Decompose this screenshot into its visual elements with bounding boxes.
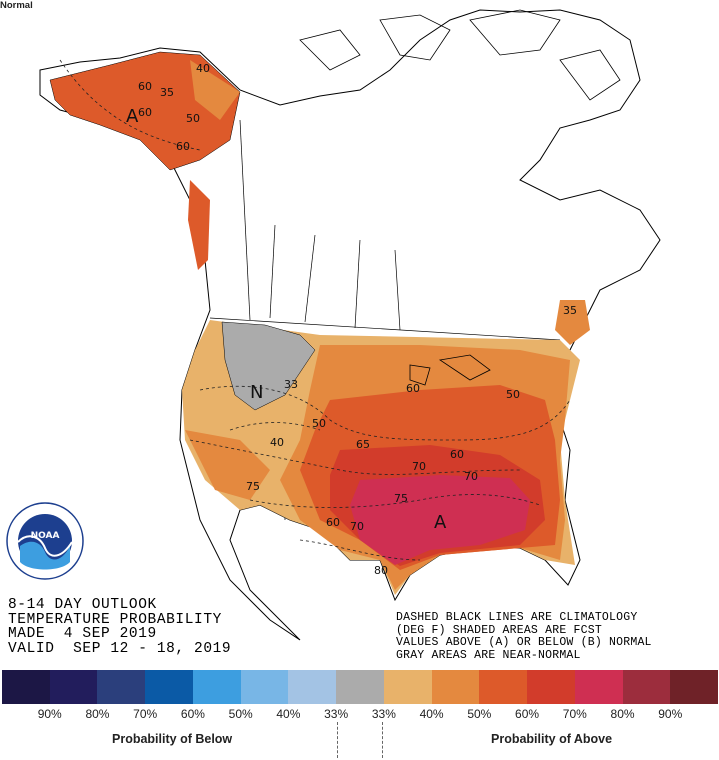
colorbar-swatch — [97, 670, 146, 704]
contour-label: 35 — [160, 86, 174, 99]
colorbar-swatch — [2, 670, 50, 704]
logo-text: NOAA — [31, 531, 60, 541]
normal-label: Normal — [0, 0, 33, 11]
colorbar-swatch — [479, 670, 528, 704]
legend-note-line-3: VALUES ABOVE (A) OR BELOW (B) NORMAL — [396, 636, 652, 649]
contour-label: 60 — [450, 448, 464, 461]
colorbar-tick-label: 80% — [85, 707, 110, 721]
contour-label: 70 — [412, 460, 426, 473]
contour-label: 60 — [326, 516, 340, 529]
contour-label: 40 — [270, 436, 284, 449]
title-line-2: TEMPERATURE PROBABILITY — [8, 611, 222, 628]
above-normal-marker: A — [434, 512, 447, 533]
conus-above-70 — [350, 475, 530, 565]
contour-label: 80 — [374, 564, 388, 577]
near-normal-region — [221, 321, 316, 411]
title-line-3: MADE 4 SEP 2019 — [8, 626, 157, 642]
contour-label: 75 — [246, 480, 260, 493]
contour-label: 60 — [138, 106, 152, 119]
colorbar-swatch — [288, 670, 337, 704]
colorbar-swatch — [336, 670, 384, 704]
contour-label: 70 — [464, 470, 478, 483]
contour-label: 60 — [138, 80, 152, 93]
colorbar-tick-label: 33% — [324, 707, 349, 721]
contour-label: 65 — [356, 438, 370, 451]
colorbar-tick-label: 80% — [610, 707, 635, 721]
colorbar-swatch — [527, 670, 575, 704]
colorbar-tick-label: 70% — [562, 707, 587, 721]
legend-note-line-2: (DEG F) SHADED AREAS ARE FCST — [396, 623, 602, 637]
colorbar-tick-label: 40% — [419, 707, 444, 721]
colorbar-tick-label: 60% — [180, 707, 205, 721]
colorbar-swatch — [574, 670, 623, 704]
colorbar-tick-label: 60% — [515, 707, 540, 721]
colorbar-tick-label: 33% — [371, 707, 396, 721]
title-line-4: VALID SEP 12 - 18, 2019 — [8, 640, 232, 657]
near-normal-marker: N — [250, 382, 263, 403]
legend-note-line-4: GRAY AREAS ARE NEAR-NORMAL — [396, 648, 581, 662]
colorbar-tick-label: 90% — [37, 707, 62, 721]
colorbar-swatch — [49, 670, 98, 704]
colorbar-swatch — [670, 670, 719, 704]
contour-label: 60 — [176, 140, 190, 153]
contour-label: 60 — [406, 382, 420, 395]
colorbar-tick-label: 40% — [276, 707, 301, 721]
noaa-logo: NOAA — [6, 502, 84, 580]
contour-label: 35 — [563, 304, 577, 317]
title-line-1: 8-14 DAY OUTLOOK — [8, 597, 157, 613]
contour-label: 50 — [312, 417, 326, 430]
probability-colorbar — [2, 670, 719, 704]
colorbar-tick-label: 50% — [467, 707, 492, 721]
probability-below-label: Probability of Below — [112, 732, 233, 746]
colorbar-swatch — [431, 670, 480, 704]
pacific-coast-shading — [188, 180, 210, 270]
colorbar-tick-label: 70% — [133, 707, 158, 721]
legend-note-line-1: DASHED BLACK LINES ARE CLIMATOLOGY — [396, 611, 638, 624]
probability-above-label: Probability of Above — [491, 732, 613, 746]
colorbar-swatch — [145, 670, 193, 704]
contour-label: 50 — [186, 112, 200, 125]
colorbar-tick-label: 50% — [228, 707, 253, 721]
colorbar-tick-label: 90% — [658, 707, 683, 721]
colorbar-swatch — [192, 670, 241, 704]
canada-islands — [299, 9, 621, 386]
normal-divider-left — [337, 722, 338, 758]
climatology-lines — [59, 59, 571, 561]
colorbar-swatch — [240, 670, 289, 704]
contour-label: 40 — [196, 62, 210, 75]
colorbar-swatch — [383, 670, 432, 704]
colorbar-swatch — [622, 670, 671, 704]
colorbar-ticks: 90% 80% 70% 60% 50% 40% 33% 33% 40% 50% 60% 70% 80% 9… — [26, 707, 694, 721]
outlook-map: 60 60 40 50 60 35 35 33 40 50 50 60 60 6… — [39, 9, 661, 641]
contour-label: 50 — [506, 388, 520, 401]
title-block: 8-14 DAY OUTLOOK TEMPERATURE PROBABILITY… — [8, 598, 231, 656]
normal-divider-right — [382, 722, 383, 758]
alaska-above-region — [49, 51, 241, 171]
contour-label: 75 — [394, 492, 408, 505]
contour-label: 33 — [284, 378, 298, 391]
legend-note: DASHED BLACK LINES ARE CLIMATOLOGY (DEG … — [396, 611, 652, 662]
contour-label: 70 — [350, 520, 364, 533]
above-normal-marker: A — [126, 106, 139, 127]
